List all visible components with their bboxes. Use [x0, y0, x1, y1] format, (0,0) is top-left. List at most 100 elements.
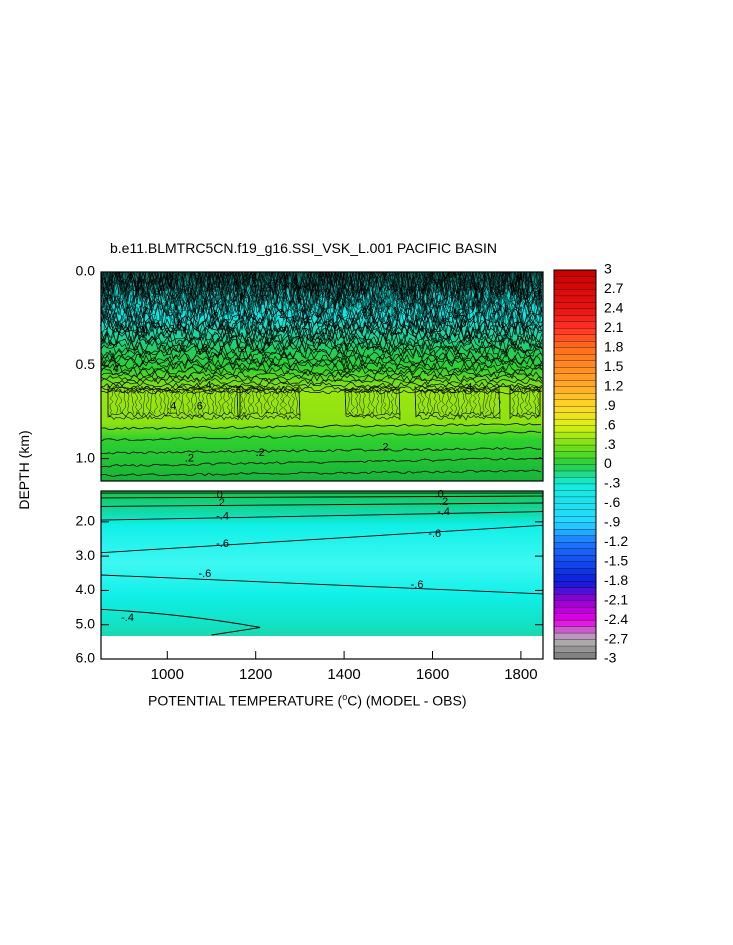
contour-streak	[222, 271, 228, 321]
contour-streak	[445, 271, 449, 309]
lower-y-ticks: 2.0 3.0 4.0 5.0 6.0	[76, 513, 543, 666]
colorbar-band	[553, 483, 597, 491]
contour-streak	[180, 271, 186, 318]
contour-wiggle	[275, 389, 280, 414]
contour-streak	[140, 271, 144, 312]
contour-wiggle	[118, 389, 123, 414]
y-tick-label: 6.0	[76, 650, 96, 666]
contour-streak	[154, 271, 161, 330]
contour-streak	[444, 271, 452, 309]
contour-streak	[124, 271, 127, 300]
contour-streak	[525, 271, 533, 329]
contour-label: .2	[216, 497, 225, 509]
colorbar-tick-label: -.9	[604, 514, 621, 530]
contour-streak	[219, 271, 225, 318]
contour-streak	[127, 271, 132, 294]
contour-line	[100, 351, 543, 365]
contour-streak	[179, 271, 184, 315]
colorbar-tick-label: .6	[604, 416, 616, 432]
contour-wiggle	[493, 389, 497, 414]
contour-line	[100, 326, 543, 346]
contour-streak	[126, 271, 132, 315]
contour-wiggle	[145, 389, 150, 414]
colorbar-band	[553, 639, 597, 647]
contour-streak	[137, 271, 141, 294]
contour-streak	[243, 271, 250, 330]
colorbar-tick-label: 1.8	[604, 339, 624, 355]
contour-label: .0	[214, 489, 223, 501]
colorbar-band	[553, 600, 597, 608]
contour-wiggle	[481, 389, 486, 414]
colorbar-tick-label: 0	[604, 455, 612, 471]
contour-wiggle	[121, 389, 127, 414]
contour-streak	[278, 271, 282, 300]
contour-streak	[307, 271, 312, 324]
colorbar-labels: 3 2.7 2.4 2.1 1.8 1.5 1.2 .9 .6 .3 0 -.3 -.6 -.9 -1.2 -…	[604, 261, 628, 666]
contour-wiggle	[523, 389, 529, 414]
contour-streak	[106, 271, 111, 324]
contour-wiggle	[511, 389, 516, 414]
colorbar-band	[553, 594, 597, 602]
contour-wiggle	[271, 389, 276, 414]
contour-streak	[482, 271, 486, 330]
contour-streak	[463, 271, 468, 324]
colorbar-band	[553, 535, 597, 543]
colorbar-band	[553, 308, 597, 316]
contour-line	[100, 430, 542, 442]
contour-streak	[355, 271, 359, 315]
colorbar-band	[553, 451, 597, 459]
y-tick-label: 3.0	[76, 547, 96, 563]
contour-wiggle	[206, 389, 210, 414]
colorbar-band	[553, 555, 597, 563]
contour-streak	[188, 271, 193, 297]
contour-wiggle	[456, 389, 460, 414]
contour-streak	[169, 271, 176, 321]
contour-streak	[227, 271, 232, 330]
contour-streak	[471, 271, 476, 324]
colorbar-tick-label: -1.8	[604, 572, 628, 588]
contour-streak	[237, 271, 241, 315]
colorbar-band	[553, 341, 597, 349]
colorbar-tick-label: -1.5	[604, 552, 628, 568]
contour-streak	[338, 271, 344, 312]
contour-streak	[425, 271, 431, 297]
contour-streak	[119, 271, 124, 303]
contour-wiggle	[263, 389, 267, 414]
colorbar: 3 2.7 2.4 2.1 1.8 1.5 1.2 .9 .6 .3 0 -.3 -.6 -.9 -1.2 -…	[553, 261, 628, 666]
contour-streak	[261, 271, 265, 306]
contour-label: .2	[256, 447, 265, 459]
contour-blob	[414, 387, 501, 418]
x-axis-label-degree: o	[342, 692, 348, 702]
contour-streak	[330, 271, 336, 327]
contour-label: .4	[110, 363, 119, 375]
contour-streak	[99, 271, 107, 327]
contour-wiggle	[472, 389, 478, 414]
contour-wiggle	[130, 389, 135, 414]
contour-streak	[158, 271, 163, 318]
contour-label: .4	[463, 382, 472, 394]
contour-label: 2	[458, 307, 464, 319]
contour-wiggle	[417, 389, 422, 414]
contour-streak	[371, 271, 375, 312]
upper-panel-frame	[100, 271, 544, 482]
colorbar-band	[553, 574, 597, 582]
contour-streak	[233, 271, 237, 303]
contour-label: -.4	[437, 506, 450, 518]
contour-wiggle	[109, 389, 114, 414]
colorbar-tick-label: 2.1	[604, 319, 624, 335]
colorbar-band	[553, 354, 597, 362]
x-ticks: 1000 1200 1400 1600 1800	[151, 272, 538, 683]
contour-streak	[324, 271, 331, 330]
contour-label: 0	[460, 318, 466, 330]
contour-line	[100, 385, 543, 392]
colorbar-band	[553, 412, 597, 420]
colorbar-band	[553, 490, 597, 498]
contour-streak	[208, 271, 215, 330]
contour-wiggle	[527, 389, 532, 414]
colorbar-band	[553, 373, 597, 381]
contour-streak	[298, 271, 302, 324]
contour-streak	[435, 271, 441, 324]
contour-label: -.6	[198, 568, 211, 580]
contour-label: 2	[317, 314, 323, 326]
colorbar-tick-label: -.6	[604, 494, 621, 510]
